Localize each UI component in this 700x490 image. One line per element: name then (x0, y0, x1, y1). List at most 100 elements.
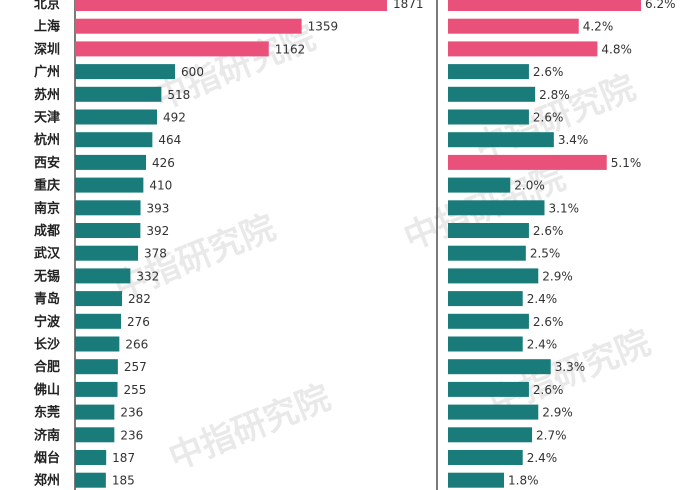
left-value-label-14: 276 (127, 315, 150, 329)
left-value-label-16: 257 (124, 360, 147, 374)
right-bar-17 (448, 381, 529, 397)
left-value-label-11: 378 (144, 247, 167, 261)
left-value-label-1: 1359 (308, 20, 339, 34)
city-label-10: 成都 (34, 223, 60, 239)
right-bar-12 (448, 268, 539, 284)
left-value-label-13: 282 (128, 292, 151, 306)
right-bar-9 (448, 200, 545, 216)
city-label-6: 杭州 (34, 132, 60, 148)
left-value-label-5: 492 (163, 111, 186, 125)
right-value-label-4: 2.8% (539, 88, 570, 102)
city-label-2: 深圳 (34, 41, 60, 57)
city-label-12: 无锡 (33, 268, 60, 284)
right-bar-4 (448, 86, 536, 102)
right-bar-0 (448, 0, 641, 11)
right-value-label-21: 1.8% (508, 474, 538, 488)
city-label-20: 烟台 (34, 450, 60, 466)
left-value-label-19: 236 (120, 428, 143, 442)
right-bar-14 (448, 313, 529, 329)
right-bar-18 (448, 404, 539, 420)
left-bar-5 (75, 109, 158, 125)
left-bar-15 (75, 336, 120, 352)
right-value-label-19: 2.7% (536, 428, 567, 442)
city-label-4: 苏州 (34, 87, 60, 103)
right-value-label-11: 2.5% (530, 247, 561, 261)
left-bar-21 (75, 472, 106, 488)
left-bar-18 (75, 404, 115, 420)
right-value-label-16: 3.3% (555, 360, 586, 374)
right-value-label-3: 2.6% (533, 65, 564, 79)
left-value-label-20: 187 (112, 451, 135, 465)
city-label-5: 天津 (34, 110, 60, 126)
city-label-16: 合肥 (34, 359, 60, 375)
right-bar-1 (448, 18, 579, 34)
right-bar-8 (448, 177, 511, 193)
right-value-label-2: 4.8% (601, 42, 632, 56)
city-labels: 北京上海深圳广州苏州天津杭州西安重庆南京成都武汉无锡青岛宁波长沙合肥佛山东莞济南… (33, 0, 61, 489)
city-label-18: 东莞 (34, 405, 60, 421)
left-bar-13 (75, 291, 123, 307)
city-label-8: 重庆 (34, 178, 60, 194)
left-value-label-0: 1871 (393, 0, 424, 11)
left-value-label-15: 266 (125, 338, 148, 352)
left-value-label-4: 518 (167, 88, 190, 102)
right-value-label-0: 6.2% (645, 0, 676, 11)
city-label-7: 西安 (34, 155, 60, 171)
left-bar-0 (75, 0, 387, 11)
right-bar-15 (448, 336, 523, 352)
left-value-label-21: 185 (112, 474, 135, 488)
left-value-label-6: 464 (158, 133, 181, 147)
left-value-label-12: 332 (136, 269, 159, 283)
left-value-label-17: 255 (124, 383, 147, 397)
left-bar-20 (75, 450, 107, 465)
left-bar-17 (75, 381, 118, 397)
left-bar-11 (75, 245, 139, 261)
left-bar-6 (75, 132, 153, 148)
right-value-label-5: 2.6% (533, 111, 564, 125)
left-bar-14 (75, 313, 122, 329)
right-bar-5 (448, 109, 529, 125)
left-value-label-9: 393 (147, 201, 170, 215)
left-bar-1 (75, 18, 302, 34)
watermark-5: 中指研究院 (163, 378, 336, 479)
left-bar-10 (75, 223, 141, 238)
right-value-label-17: 2.6% (533, 383, 564, 397)
right-bar-21 (448, 472, 505, 488)
right-bar-13 (448, 291, 523, 307)
right-value-label-15: 2.4% (527, 338, 558, 352)
right-value-label-9: 3.1% (549, 201, 580, 215)
right-bar-3 (448, 64, 529, 80)
right-value-label-13: 2.4% (527, 292, 558, 306)
left-bar-2 (75, 41, 269, 57)
right-value-label-14: 2.6% (533, 315, 564, 329)
left-value-label-18: 236 (120, 406, 143, 420)
city-label-3: 广州 (34, 64, 60, 80)
left-value-label-2: 1162 (275, 42, 306, 56)
city-label-1: 上海 (34, 19, 60, 35)
right-bar-10 (448, 223, 529, 238)
right-bar-20 (448, 450, 523, 465)
city-label-17: 佛山 (33, 382, 60, 398)
city-label-9: 南京 (34, 200, 60, 216)
right-value-label-10: 2.6% (533, 224, 564, 238)
right-bar-2 (448, 41, 598, 57)
left-bar-7 (75, 154, 147, 170)
left-value-label-7: 426 (152, 156, 175, 170)
left-bar-19 (75, 427, 115, 443)
right-bar-19 (448, 427, 533, 443)
left-bar-9 (75, 200, 141, 216)
right-bar-16 (448, 359, 551, 375)
right-value-label-1: 4.2% (583, 20, 614, 34)
right-value-label-7: 5.1% (611, 156, 642, 170)
right-bar-6 (448, 132, 554, 148)
left-value-label-10: 392 (146, 224, 169, 238)
left-bar-4 (75, 86, 162, 102)
city-label-19: 济南 (34, 427, 60, 443)
right-value-label-6: 3.4% (558, 133, 589, 147)
left-bar-3 (75, 64, 176, 80)
left-bar-8 (75, 177, 144, 193)
right-value-label-12: 2.9% (542, 269, 573, 283)
